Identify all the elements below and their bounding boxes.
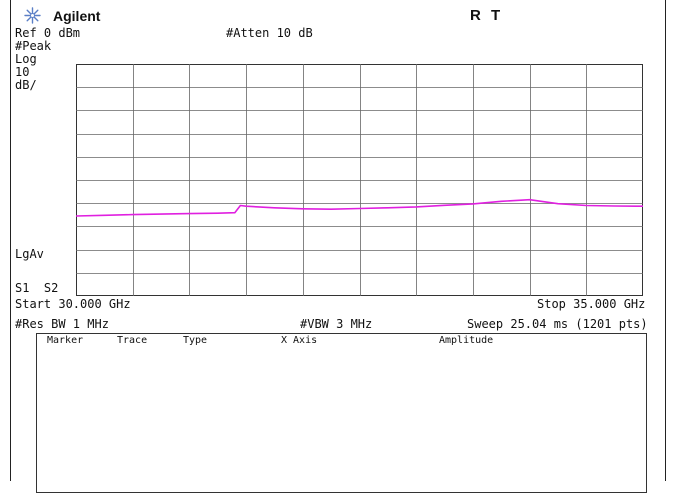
sweep-flags: S1 S2 (15, 281, 59, 295)
brand-name: Agilent (53, 8, 101, 24)
video-bandwidth: #VBW 3 MHz (300, 317, 373, 331)
status-indicators: R T (470, 7, 501, 24)
average-type: LgAv (15, 247, 44, 261)
scale-unit: dB/ (15, 78, 37, 92)
spectrum-trace (76, 198, 643, 217)
scale-type: Log (15, 52, 37, 66)
sweep-time: Sweep 25.04 ms (1201 pts) (467, 317, 648, 331)
detector-mode: #Peak (15, 39, 52, 53)
screen-frame (10, 0, 666, 481)
agilent-logo-icon (24, 7, 41, 24)
spectrum-plot (76, 64, 643, 296)
col-amplitude: Amplitude (439, 335, 494, 346)
col-type: Type (183, 335, 208, 346)
marker-table: Marker Trace Type X Axis Amplitude (36, 333, 647, 493)
plot-grid (76, 64, 643, 296)
resolution-bandwidth: #Res BW 1 MHz (15, 317, 109, 331)
trace-group (76, 198, 643, 217)
stop-frequency: Stop 35.000 GHz (537, 297, 646, 311)
col-trace: Trace (117, 335, 148, 346)
col-x-axis: X Axis (281, 335, 318, 346)
scale-value: 10 (15, 65, 30, 79)
ref-level: Ref 0 dBm (15, 26, 81, 40)
start-frequency: Start 30.000 GHz (15, 297, 131, 311)
col-marker: Marker (47, 335, 84, 346)
attenuation: #Atten 10 dB (226, 26, 313, 40)
plot-border (76, 64, 643, 296)
